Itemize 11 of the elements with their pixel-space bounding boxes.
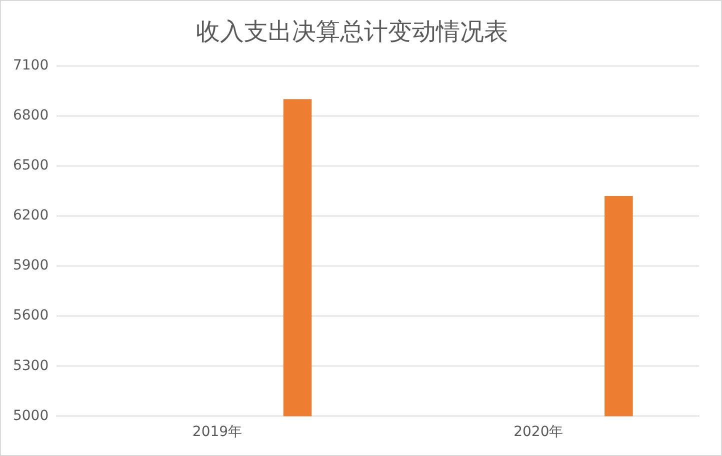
y-tick-label: 5000 (12, 408, 49, 424)
x-tick-label: 2020年 (514, 424, 564, 440)
x-tick-label: 2019年 (192, 424, 242, 440)
y-tick-label: 5300 (12, 358, 49, 374)
y-tick-label: 6500 (12, 158, 49, 174)
y-tick-label: 6800 (12, 108, 49, 124)
y-tick-label: 5900 (12, 258, 49, 274)
y-tick-label: 5600 (12, 308, 49, 324)
chart-title: 收入支出决算总计变动情况表 (196, 18, 508, 46)
y-tick-label: 6200 (12, 208, 49, 224)
y-tick-label: 7100 (12, 57, 49, 74)
